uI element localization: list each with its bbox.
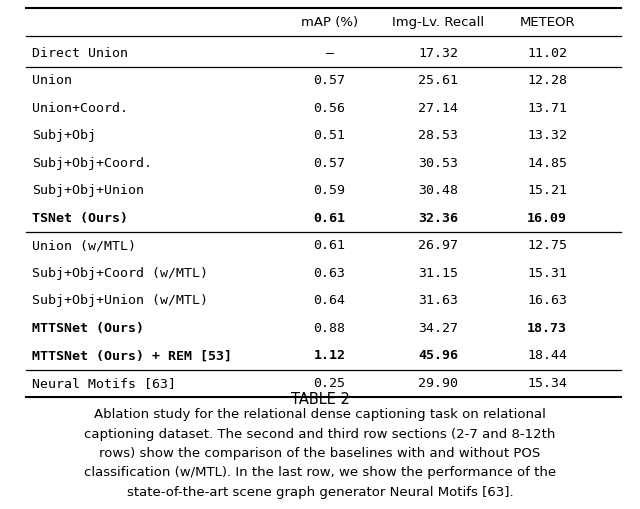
Text: 13.32: 13.32 — [527, 129, 567, 143]
Text: state-of-the-art scene graph generator Neural Motifs [63].: state-of-the-art scene graph generator N… — [127, 486, 513, 499]
Text: Subj+Obj+Coord (w/MTL): Subj+Obj+Coord (w/MTL) — [32, 267, 208, 280]
Text: 15.21: 15.21 — [527, 184, 567, 197]
Text: 15.31: 15.31 — [527, 267, 567, 280]
Text: 32.36: 32.36 — [419, 212, 458, 225]
Text: 26.97: 26.97 — [419, 239, 458, 252]
Text: 13.71: 13.71 — [527, 102, 567, 115]
Text: 0.64: 0.64 — [314, 294, 346, 307]
Text: Subj+Obj: Subj+Obj — [32, 129, 96, 143]
Text: 0.61: 0.61 — [314, 239, 346, 252]
Text: 31.63: 31.63 — [419, 294, 458, 307]
Text: 28.53: 28.53 — [419, 129, 458, 143]
Text: 14.85: 14.85 — [527, 157, 567, 170]
Text: METEOR: METEOR — [520, 16, 575, 30]
Text: 18.44: 18.44 — [527, 349, 567, 362]
Text: 0.63: 0.63 — [314, 267, 346, 280]
Text: –: – — [326, 47, 333, 60]
Text: mAP (%): mAP (%) — [301, 16, 358, 30]
Text: 0.59: 0.59 — [314, 184, 346, 197]
Text: rows) show the comparison of the baselines with and without POS: rows) show the comparison of the baselin… — [99, 447, 541, 460]
Text: 12.28: 12.28 — [527, 74, 567, 88]
Text: 0.51: 0.51 — [314, 129, 346, 143]
Text: 17.32: 17.32 — [419, 47, 458, 60]
Text: 0.25: 0.25 — [314, 377, 346, 390]
Text: 27.14: 27.14 — [419, 102, 458, 115]
Text: 18.73: 18.73 — [527, 322, 567, 335]
Text: 0.61: 0.61 — [314, 212, 346, 225]
Text: 29.90: 29.90 — [419, 377, 458, 390]
Text: Subj+Obj+Union (w/MTL): Subj+Obj+Union (w/MTL) — [32, 294, 208, 307]
Text: Subj+Obj+Coord.: Subj+Obj+Coord. — [32, 157, 152, 170]
Text: MTTSNet (Ours): MTTSNet (Ours) — [32, 322, 144, 335]
Text: MTTSNet (Ours) + REM [53]: MTTSNet (Ours) + REM [53] — [32, 349, 232, 362]
Text: 30.53: 30.53 — [419, 157, 458, 170]
Text: Img-Lv. Recall: Img-Lv. Recall — [392, 16, 484, 30]
Text: Subj+Obj+Union: Subj+Obj+Union — [32, 184, 144, 197]
Text: captioning dataset. The second and third row sections (2-7 and 8-12th: captioning dataset. The second and third… — [84, 428, 556, 441]
Text: Neural Motifs [63]: Neural Motifs [63] — [32, 377, 176, 390]
Text: Union: Union — [32, 74, 72, 88]
Text: 15.34: 15.34 — [527, 377, 567, 390]
Text: Union+Coord.: Union+Coord. — [32, 102, 128, 115]
Text: 0.57: 0.57 — [314, 74, 346, 88]
Text: 45.96: 45.96 — [419, 349, 458, 362]
Text: TABLE 2: TABLE 2 — [291, 392, 349, 407]
Text: 0.88: 0.88 — [314, 322, 346, 335]
Text: Ablation study for the relational dense captioning task on relational: Ablation study for the relational dense … — [94, 408, 546, 421]
Text: 30.48: 30.48 — [419, 184, 458, 197]
Text: 16.63: 16.63 — [527, 294, 567, 307]
Text: Direct Union: Direct Union — [32, 47, 128, 60]
Text: 34.27: 34.27 — [419, 322, 458, 335]
Text: 25.61: 25.61 — [419, 74, 458, 88]
Text: 0.56: 0.56 — [314, 102, 346, 115]
Text: 11.02: 11.02 — [527, 47, 567, 60]
Text: classification (w/MTL). In the last row, we show the performance of the: classification (w/MTL). In the last row,… — [84, 466, 556, 479]
Text: 31.15: 31.15 — [419, 267, 458, 280]
Text: 12.75: 12.75 — [527, 239, 567, 252]
Text: 0.57: 0.57 — [314, 157, 346, 170]
Text: TSNet (Ours): TSNet (Ours) — [32, 212, 128, 225]
Text: 1.12: 1.12 — [314, 349, 346, 362]
Text: Union (w/MTL): Union (w/MTL) — [32, 239, 136, 252]
Text: 16.09: 16.09 — [527, 212, 567, 225]
